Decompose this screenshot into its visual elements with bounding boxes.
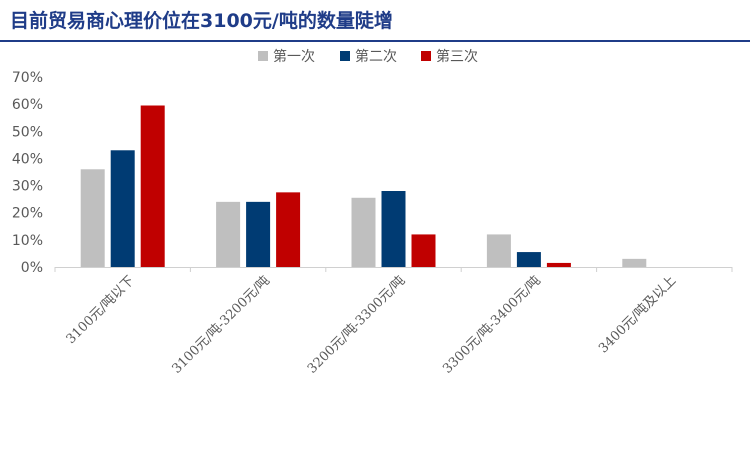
- bar: [516, 252, 541, 267]
- bar: [246, 201, 271, 267]
- chart-title: 目前贸易商心理价位在3100元/吨的数量陡增: [10, 10, 393, 32]
- legend-label: 第三次: [436, 48, 478, 65]
- x-category-label: 3100元/吨以下: [64, 273, 138, 347]
- legend: 第一次 第二次 第三次: [258, 48, 478, 65]
- x-category-label: 3400元/吨及以上: [596, 273, 679, 356]
- y-tick-label: 50%: [12, 124, 43, 140]
- bar: [546, 262, 571, 267]
- y-tick-label: 40%: [12, 151, 43, 167]
- bar: [140, 105, 165, 267]
- bars: [80, 105, 647, 267]
- bar: [351, 197, 376, 267]
- title-underline: [0, 0, 750, 42]
- y-tick-label: 30%: [12, 179, 43, 195]
- legend-swatch: [340, 51, 350, 61]
- x-category-label: 3100元/吨-3200元/吨: [169, 273, 272, 376]
- bar: [276, 192, 301, 267]
- x-category-label: 3200元/吨-3300元/吨: [305, 273, 408, 376]
- bar: [622, 258, 647, 267]
- legend-label: 第一次: [273, 48, 315, 65]
- bar: [80, 169, 105, 267]
- y-tick-label: 10%: [12, 233, 43, 249]
- bar: [216, 201, 241, 267]
- bar: [486, 234, 511, 267]
- x-category-label: 3300元/吨-3400元/吨: [440, 273, 543, 376]
- y-tick-label: 70%: [12, 70, 43, 86]
- y-tick-label: 60%: [12, 97, 43, 113]
- x-axis: 3100元/吨以下 3100元/吨-3200元/吨 3200元/吨-3300元/吨 3…: [54, 267, 733, 377]
- legend-label: 第二次: [355, 48, 397, 65]
- y-tick-label: 20%: [12, 206, 43, 222]
- bar: [381, 191, 406, 267]
- y-axis: 0% 10% 20% 30% 40% 50% 60% 70%: [12, 70, 43, 276]
- y-tick-label: 0%: [21, 260, 43, 276]
- legend-swatch: [421, 51, 431, 61]
- bar: [411, 234, 436, 267]
- bar: [110, 150, 135, 267]
- legend-swatch: [258, 51, 268, 61]
